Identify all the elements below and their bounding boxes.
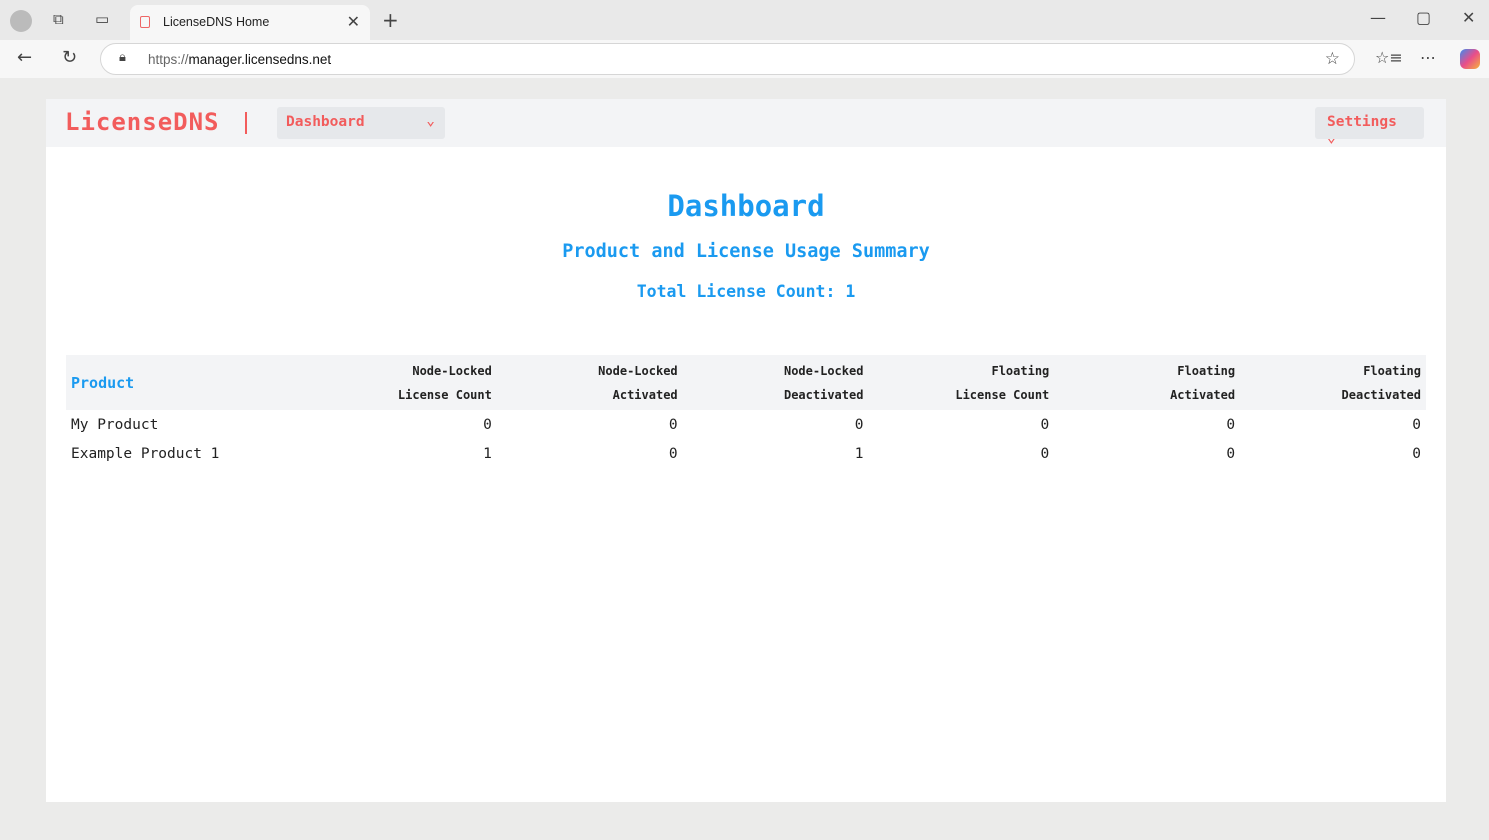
header-col: Node-Locked Deactivated <box>783 363 864 402</box>
header-col: Floating License Count <box>955 363 1050 402</box>
product-name: Example Product 1 <box>71 445 220 462</box>
copilot-icon[interactable] <box>1460 49 1480 69</box>
cell: 0 <box>854 417 864 433</box>
tab-actions-icon[interactable]: ▭ <box>95 10 110 28</box>
dropdown-label: Dashboard <box>286 114 365 130</box>
back-icon[interactable]: ← <box>17 47 33 68</box>
header-col: Floating Deactivated <box>1341 363 1421 402</box>
tab-bar: ⧉ ▭ LicenseDNS Home ✕ + — ▢ ✕ <box>0 0 1489 40</box>
total-license-count: Total License Count: 1 <box>636 282 856 301</box>
header-product: Product <box>71 373 135 392</box>
cell: 0 <box>1226 445 1236 462</box>
navbar: LicenseDNS Dashboard ⌄ Settings ⌄ <box>46 99 1446 147</box>
favorite-star-icon[interactable]: ☆ <box>1324 49 1340 69</box>
header-col: Floating Activated <box>1170 363 1236 402</box>
cell: 0 <box>1412 445 1421 462</box>
close-window-icon[interactable]: ✕ <box>1462 8 1476 27</box>
favicon-icon <box>140 16 150 28</box>
close-tab-icon[interactable]: ✕ <box>346 14 360 31</box>
cell: 0 <box>668 417 678 433</box>
cell: 0 <box>1040 417 1050 433</box>
chevron-down-icon: ⌄ <box>1327 130 1336 146</box>
address-bar-row: ← ↻ 🔒︎ https://manager.licensedns.net ☆ … <box>0 40 1489 78</box>
header-col: Node-Locked License Count <box>397 363 492 402</box>
tab-title: LicenseDNS Home <box>163 15 270 29</box>
product-name: My Product <box>71 417 159 433</box>
cell: 0 <box>1412 417 1421 433</box>
new-tab-icon[interactable]: + <box>382 8 399 32</box>
lock-icon[interactable]: 🔒︎ <box>119 50 126 65</box>
workspaces-icon[interactable]: ⧉ <box>53 10 64 28</box>
table-row: Example Product 1 1 0 1 0 0 0 <box>66 440 1426 467</box>
minimize-icon[interactable]: — <box>1370 8 1386 27</box>
settings-label: Settings <box>1327 114 1397 130</box>
page-card: LicenseDNS Dashboard ⌄ Settings ⌄ Dashboa… <box>46 99 1446 802</box>
cell: 0 <box>483 417 492 433</box>
usage-table: Product Node-Locked License Count Node-Lo… <box>66 355 1426 467</box>
logo[interactable]: LicenseDNS <box>65 108 220 136</box>
cell: 0 <box>1226 417 1236 433</box>
settings-dropdown[interactable]: Settings ⌄ <box>1315 107 1424 146</box>
url-host: manager.licensedns.net <box>188 52 332 67</box>
cell: 1 <box>854 445 864 462</box>
url-scheme: https:// <box>148 52 189 67</box>
table-header-row: Product Node-Locked License Count Node-Lo… <box>66 355 1426 410</box>
divider <box>245 112 247 134</box>
header-col: Node-Locked Activated <box>598 363 678 402</box>
favorites-icon[interactable]: ☆≡ <box>1375 48 1403 67</box>
table-row: My Product 0 0 0 0 0 0 <box>66 410 1426 440</box>
page-subtitle: Product and License Usage Summary <box>562 241 930 262</box>
dashboard-dropdown[interactable]: Dashboard ⌄ <box>277 107 445 139</box>
url-input[interactable]: 🔒︎ https://manager.licensedns.net ☆ <box>100 43 1355 75</box>
cell: 1 <box>483 445 492 462</box>
more-icon[interactable]: ⋯ <box>1420 48 1436 67</box>
refresh-icon[interactable]: ↻ <box>62 47 78 68</box>
page-title: Dashboard <box>667 189 825 223</box>
profile-icon[interactable] <box>10 10 32 32</box>
maximize-icon[interactable]: ▢ <box>1416 8 1432 27</box>
cell: 0 <box>1040 445 1050 462</box>
cell: 0 <box>668 445 678 462</box>
chevron-down-icon: ⌄ <box>426 113 435 129</box>
tab-licensedns-home[interactable]: LicenseDNS Home ✕ <box>130 5 370 40</box>
